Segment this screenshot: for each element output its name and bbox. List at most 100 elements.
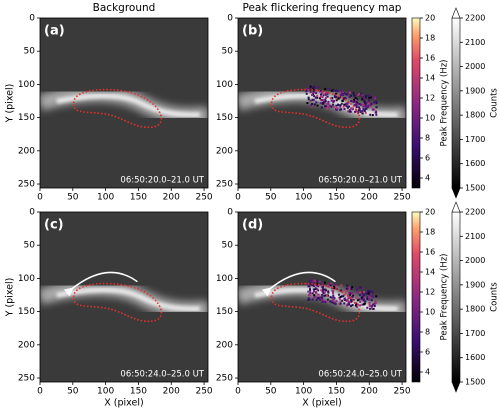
- frequency-pixel: [361, 94, 364, 97]
- frequency-pixel: [341, 299, 344, 302]
- frequency-pixel: [321, 283, 324, 286]
- frequency-pixel: [334, 302, 337, 305]
- frequency-pixel: [342, 97, 345, 100]
- frequency-pixel: [357, 112, 360, 115]
- frequency-pixel: [347, 300, 350, 303]
- frequency-pixel: [349, 110, 352, 113]
- frequency-pixel: [335, 300, 338, 303]
- frequency-pixel: [314, 288, 317, 291]
- frequency-pixel: [362, 108, 365, 111]
- frequency-pixel: [339, 92, 342, 95]
- frequency-pixel: [324, 96, 327, 99]
- frequency-pixel: [321, 298, 324, 301]
- motion-arrow: [63, 271, 138, 297]
- frequency-pixel: [305, 92, 308, 95]
- frequency-pixel: [370, 299, 373, 302]
- y-tick-label: 150: [18, 307, 35, 317]
- frequency-pixel: [311, 279, 314, 282]
- frequency-pixel: [333, 285, 336, 288]
- colorbar-tick-label: 20: [425, 208, 435, 217]
- axes-frame: [237, 211, 407, 383]
- frequency-pixel: [316, 104, 319, 107]
- frequency-pixel: [361, 303, 364, 306]
- frequency-pixel: [338, 303, 341, 306]
- frequency-pixel: [309, 294, 312, 297]
- y-tick-label: 100: [18, 80, 35, 90]
- frequency-pixel: [322, 292, 325, 295]
- y-tick-label: 50: [222, 47, 234, 57]
- frequency-pixel: [362, 104, 365, 107]
- frequency-pixel: [365, 107, 368, 110]
- colorbar-tick-label: 8: [425, 134, 430, 143]
- panel-label: (d): [242, 218, 263, 233]
- colorbar-tick-label: 1900: [465, 280, 485, 289]
- frequency-pixel: [306, 102, 309, 105]
- frequency-pixel: [321, 300, 324, 303]
- frequency-pixel: [344, 97, 347, 100]
- frequency-pixel: [346, 103, 349, 106]
- frequency-pixel: [355, 103, 358, 106]
- frequency-pixel: [346, 284, 349, 287]
- frequency-pixel: [368, 99, 371, 102]
- frequency-pixel: [336, 90, 339, 93]
- frequency-pixel: [351, 107, 354, 110]
- frequency-pixel: [367, 295, 370, 298]
- frequency-pixel: [315, 292, 318, 295]
- frequency-pixel: [327, 285, 330, 288]
- frequency-pixel: [348, 91, 351, 94]
- frequency-pixel: [374, 302, 377, 305]
- x-tick-label: 250: [393, 193, 410, 203]
- frequency-pixel: [311, 292, 314, 295]
- frequency-pixel: [305, 90, 308, 93]
- frequency-pixel: [345, 93, 348, 96]
- frequency-pixel: [343, 107, 346, 110]
- frequency-pixel: [317, 86, 320, 89]
- frequency-pixel: [353, 301, 356, 304]
- frequency-pixel: [308, 293, 311, 296]
- frequency-pixel: [307, 297, 310, 300]
- x-tick-label: 150: [130, 387, 147, 397]
- frequency-pixel: [313, 296, 316, 299]
- frequency-pixel: [352, 92, 355, 95]
- frequency-pixel: [351, 304, 354, 307]
- y-tick-label: 250: [216, 180, 233, 190]
- colorbar-tick-label: 4: [425, 368, 430, 377]
- y-tick-label: 50: [222, 241, 234, 251]
- frequency-pixel: [327, 290, 330, 293]
- frequency-pixel: [351, 296, 354, 299]
- frequency-pixel: [327, 100, 330, 103]
- frequency-pixel: [312, 93, 315, 96]
- y-tick-label: 250: [18, 180, 35, 190]
- frequency-pixel: [309, 85, 312, 88]
- frequency-pixel: [350, 300, 353, 303]
- colorbar: [411, 211, 421, 383]
- y-tick-label: 200: [18, 340, 35, 350]
- frequency-pixel: [330, 282, 333, 285]
- frequency-pixel: [354, 110, 357, 113]
- colorbar-tick-label: 4: [425, 174, 430, 183]
- frequency-pixel: [309, 291, 312, 294]
- y-tick-label: 150: [216, 307, 233, 317]
- colorbar-tick-label: 12: [425, 288, 435, 297]
- frequency-pixel: [373, 304, 376, 307]
- frequency-pixel: [348, 108, 351, 111]
- frequency-pixel: [324, 93, 327, 96]
- frequency-pixel: [314, 88, 317, 91]
- frequency-pixel: [326, 105, 329, 108]
- frequency-pixel: [359, 111, 362, 114]
- panel-label: (a): [44, 24, 65, 39]
- frequency-pixel: [331, 286, 334, 289]
- frequency-pixel: [351, 100, 354, 103]
- frequency-pixel: [360, 298, 363, 301]
- frequency-pixel: [375, 101, 378, 104]
- frequency-pixel: [343, 103, 346, 106]
- y-tick-label: 100: [216, 80, 233, 90]
- frequency-pixel: [323, 294, 326, 297]
- frequency-pixel: [309, 279, 312, 282]
- frequency-pixel: [350, 100, 353, 103]
- frequency-pixel: [355, 102, 358, 105]
- frequency-pixel: [340, 289, 343, 292]
- frequency-pixel: [308, 88, 311, 91]
- frequency-pixel: [330, 296, 333, 299]
